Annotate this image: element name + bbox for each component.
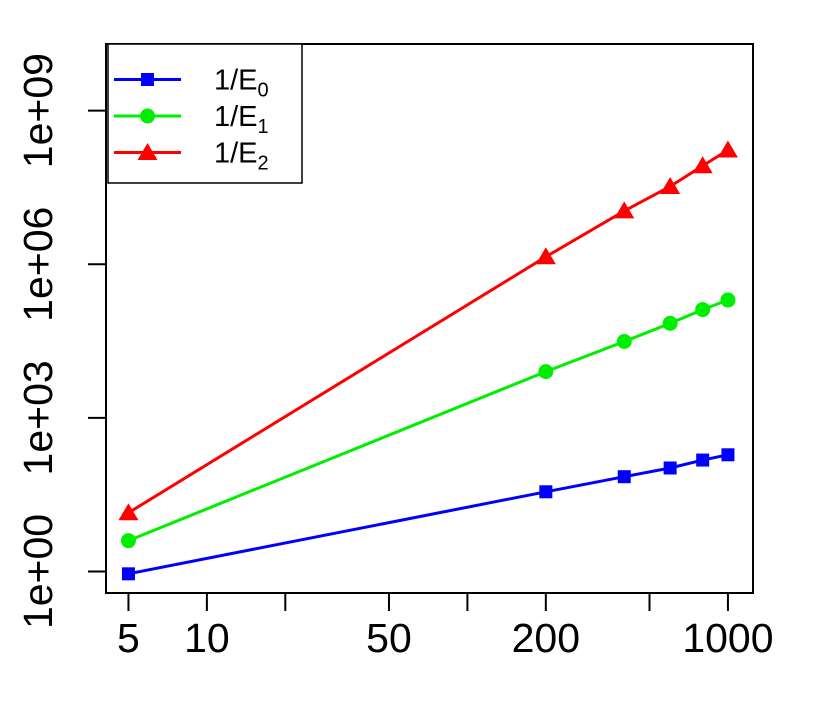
legend-label-1/E2: 1/E2 bbox=[214, 138, 269, 175]
y-tick-label: 1e+03 bbox=[15, 360, 61, 475]
data-point-1/E1-2 bbox=[616, 333, 632, 349]
legend-marker-1/E1 bbox=[140, 108, 155, 124]
legend-marker-1/E2 bbox=[137, 143, 158, 160]
series-line-1/E2 bbox=[126, 148, 730, 515]
plot-border bbox=[105, 43, 754, 594]
x-tick-label: 200 bbox=[512, 615, 580, 661]
series-line-1/E0 bbox=[126, 453, 730, 576]
data-point-1/E1-4 bbox=[695, 302, 711, 318]
y-axis: 1e+00 1e+03 1e+06 1e+09 bbox=[15, 53, 106, 629]
legend-box bbox=[107, 43, 303, 184]
data-point-1/E1-1 bbox=[538, 364, 554, 380]
data-point-1/E2-3 bbox=[660, 176, 681, 194]
series-line-1/E1 bbox=[126, 298, 730, 543]
data-point-1/E2-2 bbox=[614, 201, 635, 219]
x-tick-label: 50 bbox=[366, 615, 412, 661]
data-point-1/E2-1 bbox=[535, 247, 556, 265]
x-tick-label: 10 bbox=[184, 615, 230, 661]
data-point-1/E0-2 bbox=[617, 470, 631, 484]
data-point-1/E2-4 bbox=[692, 156, 713, 174]
x-tick-label: 1000 bbox=[682, 615, 773, 661]
data-point-1/E0-0 bbox=[121, 567, 135, 581]
legend-marker-1/E0 bbox=[141, 73, 154, 86]
data-point-1/E1-3 bbox=[662, 315, 678, 331]
data-point-1/E0-5 bbox=[721, 448, 735, 462]
legend-label-1/E0: 1/E0 bbox=[214, 65, 269, 102]
data-point-1/E1-0 bbox=[120, 533, 136, 549]
data-point-1/E1-5 bbox=[720, 292, 736, 308]
y-tick-label: 1e+06 bbox=[15, 207, 61, 322]
data-point-1/E0-4 bbox=[696, 453, 710, 467]
data-point-1/E2-0 bbox=[118, 503, 139, 521]
x-axis: 5 10 50 200 1000 bbox=[117, 593, 774, 661]
data-point-1/E2-5 bbox=[717, 140, 738, 158]
series-1/E1 bbox=[120, 292, 736, 549]
data-point-1/E0-3 bbox=[663, 461, 677, 475]
legend-label-1/E1: 1/E1 bbox=[214, 101, 269, 138]
y-tick-label: 1e+00 bbox=[15, 514, 61, 629]
legend: 1/E01/E11/E2 bbox=[107, 43, 303, 184]
y-tick-label: 1e+09 bbox=[15, 53, 61, 168]
series-1/E0 bbox=[121, 448, 735, 581]
data-point-1/E0-1 bbox=[539, 485, 553, 499]
series-1/E2 bbox=[118, 140, 738, 521]
x-tick-label: 5 bbox=[117, 615, 140, 661]
